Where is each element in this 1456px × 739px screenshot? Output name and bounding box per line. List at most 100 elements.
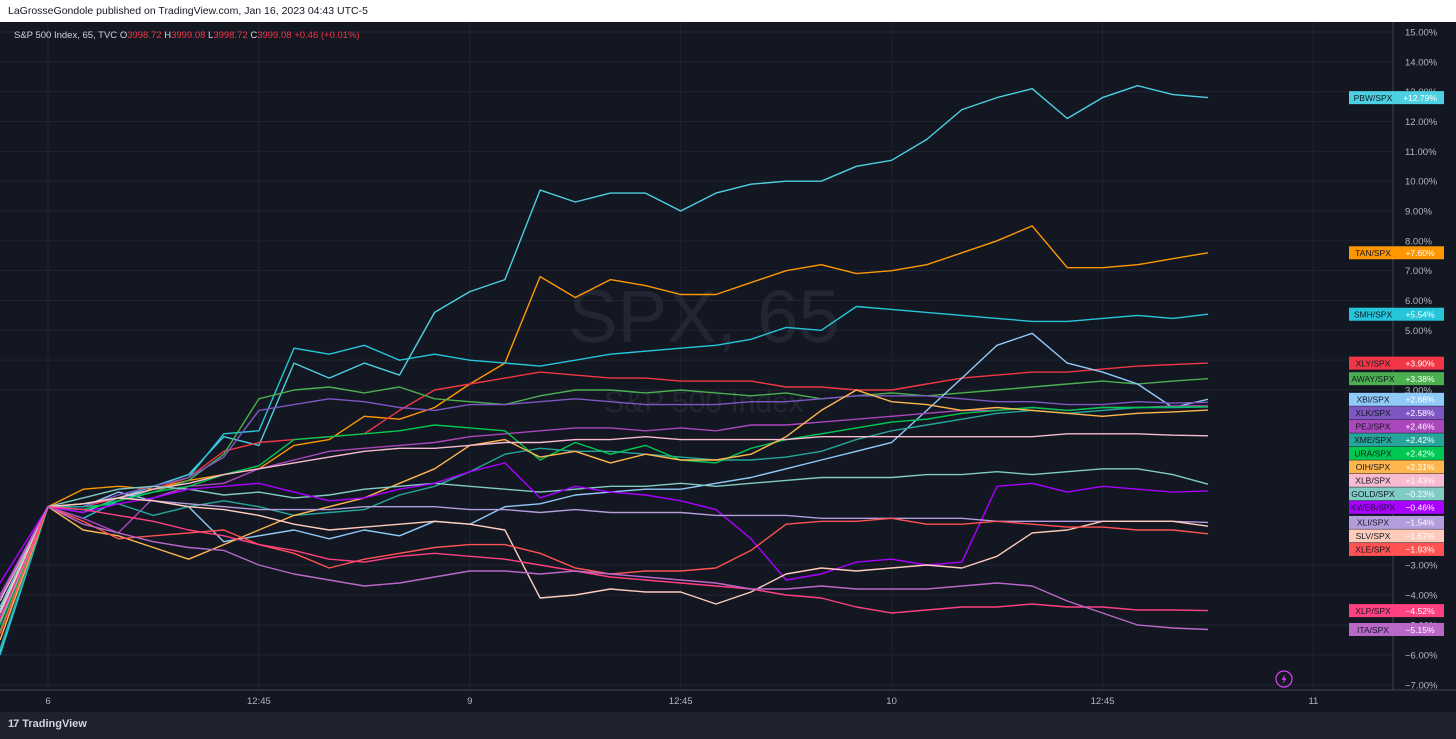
price-label-name: XLK/SPX xyxy=(1355,408,1391,418)
price-label-name-bg xyxy=(1349,446,1397,460)
price-label-smh-spx: SMH/SPX +5.54% xyxy=(1349,307,1444,321)
price-label-value: −1.67% xyxy=(1405,531,1435,541)
price-label-xme-spx: XME/SPX +2.42% xyxy=(1349,433,1444,447)
price-label-xlk-spx: XLK/SPX +2.58% xyxy=(1349,406,1444,420)
price-label-name: KWEB/SPX xyxy=(1351,503,1396,513)
price-label-name-bg xyxy=(1349,419,1397,433)
price-label-away-spx: AWAY/SPX +3.38% xyxy=(1349,372,1444,386)
price-label-name: ITA/SPX xyxy=(1357,625,1389,635)
y-tick-label: 7.00% xyxy=(1405,266,1432,277)
time-axis[interactable]: 612:45912:451012:451112:451212:451312:45… xyxy=(45,696,1456,707)
price-label-name: XLY/SPX xyxy=(1356,358,1391,368)
legend-close-label: C xyxy=(250,30,258,41)
price-label-name-bg xyxy=(1349,372,1397,386)
price-label-value-bg xyxy=(1397,372,1444,386)
price-label-tan-spx: TAN/SPX +7.60% xyxy=(1349,246,1444,260)
price-label-value-bg xyxy=(1397,446,1444,460)
price-label-value-bg xyxy=(1397,604,1444,618)
price-label-value: +2.46% xyxy=(1405,422,1435,432)
price-label-gold-spx: GOLD/SPX −0.23% xyxy=(1349,487,1444,501)
series-price-labels: PBW/SPX +12.79% TAN/SPX +7.60% SMH/SPX +5.54%… xyxy=(1349,91,1444,636)
series-line-gold-spx xyxy=(0,468,1209,608)
legend-change: +0.46 (+0.01%) xyxy=(294,30,360,41)
price-label-name: URA/SPX xyxy=(1354,449,1392,459)
price-label-value: −1.93% xyxy=(1405,545,1435,555)
price-label-name: XBI/SPX xyxy=(1356,395,1389,405)
price-label-value: −4.52% xyxy=(1405,606,1435,616)
series-line-pbw-spx xyxy=(0,85,1209,653)
price-label-value: +3.90% xyxy=(1405,358,1435,368)
price-label-xbi-spx: XBI/SPX +2.68% xyxy=(1349,392,1444,406)
chart-frame[interactable]: SPX, 65 S&P 500 Index 15.00%14.00%13.00%… xyxy=(0,22,1456,712)
price-label-xlp-spx: XLP/SPX −4.52% xyxy=(1349,604,1444,618)
price-label-value: +2.42% xyxy=(1405,435,1435,445)
series-line-xme-spx xyxy=(0,406,1209,650)
x-tick-label: 12:45 xyxy=(247,696,271,707)
x-tick-label: 11 xyxy=(1308,696,1318,707)
price-label-value: −5.15% xyxy=(1405,625,1435,635)
price-label-name-bg xyxy=(1349,604,1397,618)
tradingview-logo[interactable]: 17 TradingView xyxy=(8,718,87,730)
price-label-value: +3.38% xyxy=(1405,374,1435,384)
price-label-name-bg xyxy=(1349,473,1397,487)
series-line-kweb-spx xyxy=(0,462,1209,584)
price-label-name-bg xyxy=(1349,246,1397,260)
price-label-value-bg xyxy=(1397,356,1444,370)
y-tick-label: 14.00% xyxy=(1405,57,1438,68)
price-label-value: +2.68% xyxy=(1405,395,1435,405)
ohlc-legend[interactable]: S&P 500 Index, 65, TVC O3998.72 H3999.08… xyxy=(14,30,360,41)
price-label-name-bg xyxy=(1349,542,1397,556)
y-tick-label: 6.00% xyxy=(1405,296,1432,307)
price-label-value: +7.60% xyxy=(1405,248,1435,258)
price-label-value-bg xyxy=(1397,392,1444,406)
watermark: SPX, 65 S&P 500 Index xyxy=(568,275,840,419)
y-tick-label: 8.00% xyxy=(1405,236,1432,247)
legend-low-label: L xyxy=(208,30,214,41)
price-label-xly-spx: XLY/SPX +3.90% xyxy=(1349,356,1444,370)
price-label-value-bg xyxy=(1397,487,1444,501)
price-label-value: +2.42% xyxy=(1405,449,1435,459)
legend-low-value: 3998.72 xyxy=(213,30,248,41)
legend-open-label: O xyxy=(119,30,128,41)
price-label-name: PBW/SPX xyxy=(1354,93,1393,103)
legend-high-label: H xyxy=(164,30,172,41)
price-label-name: OIH/SPX xyxy=(1356,462,1391,472)
price-label-name-bg xyxy=(1349,356,1397,370)
price-label-xle-spx: XLE/SPX −1.93% xyxy=(1349,542,1444,556)
price-label-name-bg xyxy=(1349,500,1397,514)
price-label-name-bg xyxy=(1349,392,1397,406)
price-label-name: TAN/SPX xyxy=(1355,248,1391,258)
price-label-value-bg xyxy=(1397,433,1444,447)
price-label-slv-spx: SLV/SPX −1.67% xyxy=(1349,529,1444,543)
price-label-value: +2.31% xyxy=(1405,462,1435,472)
tradingview-logo-text: TradingView xyxy=(22,718,87,730)
legend-open-value: 3998.72 xyxy=(127,30,162,41)
price-label-value: −1.54% xyxy=(1405,518,1435,528)
price-label-value: +2.58% xyxy=(1405,408,1435,418)
y-tick-label: −6.00% xyxy=(1405,651,1438,662)
series-line-xly-spx xyxy=(0,362,1209,641)
price-label-value-bg xyxy=(1397,529,1444,543)
price-label-name-bg xyxy=(1349,91,1397,105)
price-label-value-bg xyxy=(1397,623,1444,636)
relative-performance-chart[interactable]: SPX, 65 S&P 500 Index 15.00%14.00%13.00%… xyxy=(0,22,1456,712)
y-tick-label: 15.00% xyxy=(1405,28,1438,39)
price-label-oih-spx: OIH/SPX +2.31% xyxy=(1349,460,1444,474)
price-label-name: XLB/SPX xyxy=(1355,476,1391,486)
x-tick-label: 6 xyxy=(45,696,50,707)
price-label-name: PEJ/SPX xyxy=(1356,422,1391,432)
price-label-value-bg xyxy=(1397,419,1444,433)
series-line-slv-spx xyxy=(0,497,1209,614)
price-label-name: SMH/SPX xyxy=(1354,310,1393,320)
price-label-value-bg xyxy=(1397,307,1444,321)
price-label-value-bg xyxy=(1397,246,1444,260)
watermark-subtitle: S&P 500 Index xyxy=(604,386,804,419)
price-label-xlb-spx: XLB/SPX +1.43% xyxy=(1349,473,1444,487)
price-label-value: −0.46% xyxy=(1405,503,1435,513)
price-label-pbw-spx: PBW/SPX +12.79% xyxy=(1349,91,1444,105)
price-label-value-bg xyxy=(1397,473,1444,487)
lightning-icon[interactable] xyxy=(1275,670,1293,688)
price-label-value: +12.79% xyxy=(1403,93,1437,103)
price-label-value: −0.23% xyxy=(1405,489,1435,499)
price-label-value-bg xyxy=(1397,500,1444,514)
